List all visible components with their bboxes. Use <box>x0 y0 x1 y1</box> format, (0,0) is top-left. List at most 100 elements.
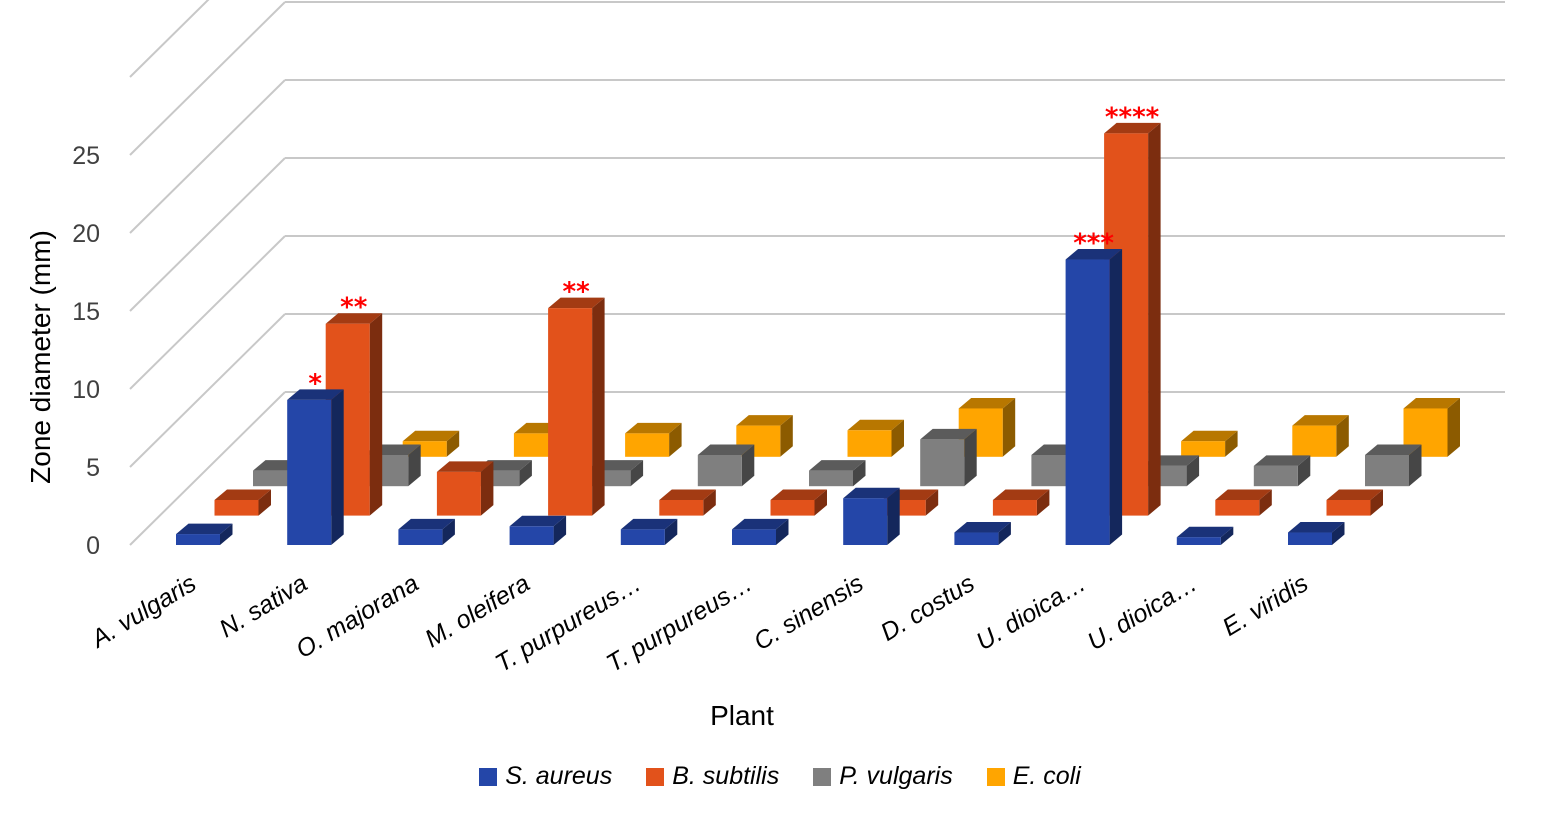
bar <box>509 515 567 545</box>
x-axis-title: Plant <box>710 700 774 731</box>
bar-side <box>780 415 793 457</box>
bar-top <box>958 397 1016 409</box>
y-tick-labels: 0 5 10 15 20 25 <box>72 142 100 560</box>
bar-side <box>442 518 455 545</box>
y-tick-label: 15 <box>72 298 100 326</box>
bar-side <box>891 419 904 457</box>
bar-side <box>1370 489 1383 516</box>
gridline-diagonal <box>129 1 286 156</box>
bar-side <box>925 489 939 516</box>
bar <box>847 419 904 457</box>
bar-top <box>992 489 1050 500</box>
bar-side <box>1220 526 1234 545</box>
bar-side <box>480 461 494 516</box>
legend-swatch <box>646 767 665 786</box>
bar-side <box>998 522 1011 545</box>
bar-side <box>1225 430 1238 457</box>
bar-side <box>664 518 678 545</box>
bar-top <box>1215 489 1272 500</box>
bar-side <box>703 489 716 516</box>
bar-front <box>1253 465 1298 487</box>
bar <box>732 518 789 545</box>
x-tick-label: N. sativa <box>214 569 312 643</box>
bar-side <box>220 523 233 545</box>
bar-front <box>954 532 999 545</box>
bar-side <box>1148 122 1161 516</box>
bar-front <box>398 529 443 545</box>
bar: ** <box>548 277 605 516</box>
bar-top <box>809 460 866 471</box>
x-tick-label: C. sinensis <box>749 569 868 656</box>
bar <box>697 444 755 487</box>
bar-side <box>553 515 567 545</box>
legend-item: S. aureus <box>479 762 612 791</box>
bar-front <box>770 500 815 516</box>
bar-front <box>843 498 888 545</box>
bar-front <box>253 470 297 487</box>
legend-item: P. vulgaris <box>813 762 953 791</box>
bar-top <box>436 461 494 472</box>
bar-front <box>176 534 220 545</box>
bar-side <box>1186 455 1200 487</box>
bar-top <box>770 489 827 500</box>
bar <box>1215 489 1272 516</box>
bar-top <box>325 313 383 324</box>
bar-top <box>920 428 977 440</box>
bar-side <box>814 489 827 516</box>
bar-side <box>1332 522 1345 545</box>
legend-label: S. aureus <box>505 762 613 790</box>
bar-side <box>408 444 421 487</box>
bar-front <box>287 399 332 545</box>
gridline-diagonal <box>129 235 286 390</box>
legend-label: P. vulgaris <box>839 762 953 790</box>
bar: *** <box>1065 229 1123 545</box>
bar <box>1176 526 1234 545</box>
bar-front <box>1215 500 1260 516</box>
bar-top <box>697 444 755 455</box>
significance-label: ** <box>340 293 368 323</box>
significance-label: * <box>308 369 322 399</box>
x-tick-label: U. dioica… <box>971 569 1090 656</box>
legend-label: B. subtilis <box>672 762 780 790</box>
bar-top <box>847 419 904 431</box>
bar-top <box>1326 489 1383 500</box>
bar-front <box>513 433 558 457</box>
bar-side <box>1447 397 1460 457</box>
significance-label: *** <box>1073 229 1114 259</box>
bar-front <box>992 500 1037 516</box>
bar <box>992 489 1050 516</box>
bar-side <box>331 389 344 545</box>
x-tick-label: U. dioica… <box>1083 569 1202 656</box>
x-tick-label: D. costus <box>876 569 980 647</box>
bar <box>214 489 271 516</box>
bar-front <box>1181 441 1226 457</box>
bar <box>620 518 678 545</box>
gridline-diagonal <box>129 0 210 78</box>
bar-top <box>214 489 271 500</box>
gridline-diagonal <box>129 313 286 468</box>
legend-swatch <box>986 767 1005 786</box>
legend-item: E. coli <box>986 762 1081 791</box>
bar-side <box>446 430 460 457</box>
bar-top <box>1253 455 1311 466</box>
significance-label: ** <box>562 277 590 307</box>
y-tick-label: 25 <box>72 142 100 170</box>
bar <box>1288 522 1345 545</box>
bar-front <box>1365 455 1409 487</box>
bar <box>954 522 1011 545</box>
bar-front <box>1326 500 1371 516</box>
bar-front <box>1065 259 1110 545</box>
gridline-diagonal <box>129 79 286 234</box>
bar-front <box>1292 425 1337 457</box>
bar-top <box>1365 444 1422 455</box>
bar-side <box>369 313 383 516</box>
bar <box>176 523 233 545</box>
bar-top <box>732 518 789 530</box>
bar-top <box>1288 522 1345 533</box>
bar-front <box>1288 532 1332 545</box>
bar-top <box>1403 397 1460 409</box>
bar-front <box>809 470 853 487</box>
bar-side <box>1002 397 1016 457</box>
bar-front <box>436 471 481 516</box>
